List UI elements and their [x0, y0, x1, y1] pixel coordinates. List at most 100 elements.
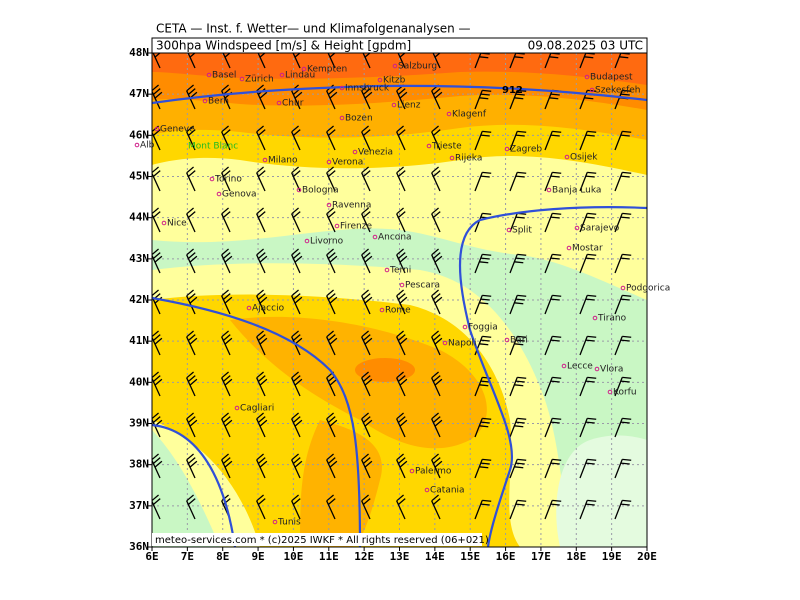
city-label: Ancona	[378, 233, 412, 243]
barb-feather	[432, 170, 441, 177]
wind-barbs	[152, 53, 632, 520]
barb-feather	[154, 337, 163, 345]
barb-feather	[187, 334, 196, 341]
barb-feather	[291, 330, 299, 338]
barb-feather	[326, 494, 334, 502]
barb-feather	[361, 289, 369, 297]
barb-feather	[432, 252, 441, 259]
barb-feather	[259, 296, 268, 304]
barb-feather	[224, 53, 231, 58]
barb-feather	[224, 460, 233, 468]
barb-feather	[399, 91, 408, 99]
barb-feather	[480, 503, 490, 506]
city-label: Lienz	[397, 101, 421, 111]
barb-staff	[474, 53, 482, 69]
barb-feather	[152, 166, 159, 174]
barb-feather	[622, 376, 632, 379]
city-label: Klagenf	[452, 110, 487, 120]
barb-feather	[291, 289, 299, 297]
city-dot	[546, 187, 552, 193]
city-label: Lindau	[285, 71, 315, 81]
barb-feather	[292, 416, 301, 423]
lat-label: 45N	[129, 170, 149, 183]
barb-feather	[221, 248, 229, 256]
barb-feather	[222, 457, 231, 464]
barb-feather	[517, 376, 527, 379]
barb-feather	[431, 289, 439, 297]
barb-feather	[327, 416, 336, 423]
city-label: Basel	[212, 71, 236, 81]
barb-feather	[482, 212, 492, 215]
barb-feather	[222, 88, 231, 95]
city-label: Napoli	[448, 339, 476, 349]
city-label: Livorno	[310, 237, 344, 247]
lat-label: 37N	[129, 499, 149, 512]
barb-feather	[257, 170, 266, 177]
barb-feather	[186, 289, 194, 297]
city-dot	[566, 245, 572, 251]
barb-feather	[186, 84, 194, 92]
barb-feather	[152, 84, 159, 92]
barb-feather	[620, 216, 630, 219]
city-dot	[409, 468, 415, 474]
barb-feather	[329, 53, 336, 58]
barb-feather	[585, 134, 595, 137]
barb-feather	[291, 166, 299, 174]
barb-feather	[515, 339, 525, 342]
barb-feather	[187, 170, 196, 177]
barb-feather	[514, 384, 524, 387]
barb-feather	[587, 458, 597, 461]
barb-feather	[515, 175, 525, 178]
barb-feather	[327, 211, 336, 218]
city-label: Innsbruck	[345, 84, 390, 94]
barb-staff	[327, 53, 336, 69]
barb-feather	[187, 416, 196, 423]
city-label: Tunis	[277, 518, 301, 528]
city-dot	[574, 225, 580, 231]
barb-feather	[517, 417, 527, 420]
barb-feather	[259, 255, 268, 263]
city-label: Bern	[208, 97, 229, 107]
city-dot	[442, 340, 448, 346]
lon-label: 18E	[566, 550, 586, 563]
city-label: Ajaccio	[252, 304, 285, 314]
barb-feather	[187, 375, 196, 382]
barb-feather	[397, 293, 406, 300]
barb-feather	[587, 89, 597, 92]
barb-staff	[432, 53, 441, 69]
footer: meteo-services.com * (c)2025 IWKF * All …	[155, 535, 489, 546]
barb-feather	[327, 88, 336, 95]
barb-feather	[550, 93, 560, 96]
peak-label: Mont Blanc	[188, 142, 238, 152]
city-label: Cagliari	[240, 404, 274, 414]
city-dot	[426, 143, 432, 149]
city-label: Mostar	[572, 244, 603, 254]
city-dot	[279, 72, 285, 78]
barb-feather	[154, 91, 163, 99]
city-dot	[607, 389, 613, 395]
city-label: Korfu	[613, 388, 637, 398]
barb-staff	[579, 53, 587, 69]
city-dot	[339, 85, 345, 91]
barb-feather	[361, 166, 369, 174]
barb-feather	[396, 494, 404, 502]
barb-feather	[292, 170, 301, 177]
barb-feather	[479, 261, 489, 264]
barb-feather	[517, 335, 527, 338]
barb-feather	[514, 343, 524, 346]
barb-feather	[329, 460, 338, 468]
barb-feather	[515, 503, 525, 506]
barb-feather	[432, 334, 441, 341]
barb-feather	[550, 339, 560, 342]
barb-feather	[186, 412, 194, 420]
barb-feather	[482, 376, 492, 379]
barb-feather	[292, 457, 301, 464]
barb-feather	[291, 412, 299, 420]
barb-feather	[291, 453, 299, 461]
barb-feather	[154, 53, 161, 58]
barb-feather	[224, 337, 233, 345]
barb-feather	[256, 371, 264, 379]
barb-feather	[222, 211, 231, 218]
city-dot	[216, 191, 222, 197]
barb-staff	[257, 53, 266, 69]
